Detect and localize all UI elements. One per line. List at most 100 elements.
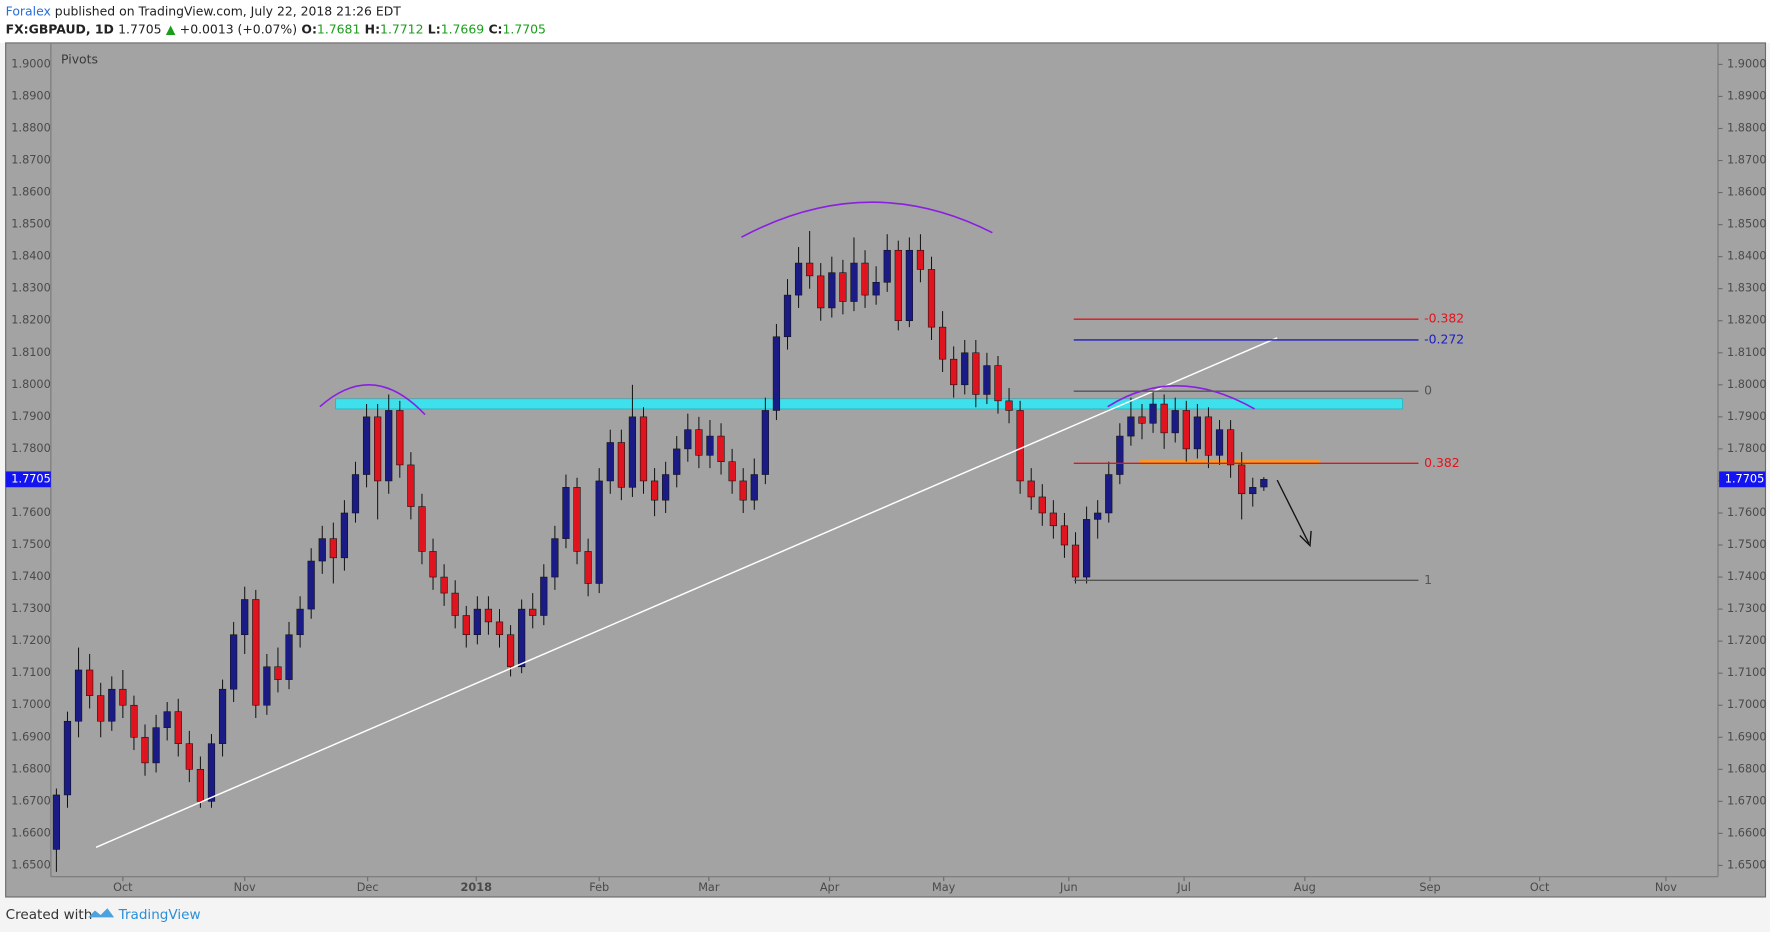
candle-body — [872, 282, 880, 296]
x-tick-label: Oct — [113, 881, 133, 894]
y-tick-label: 1.6600 — [1727, 826, 1766, 839]
candle-body — [573, 487, 581, 552]
candle-body — [230, 634, 238, 690]
up-arrow: ▲ — [166, 21, 176, 36]
candle-body — [63, 720, 72, 796]
x-tick-label: Jun — [1059, 881, 1078, 894]
y-tick-label: 1.8000 — [1727, 378, 1766, 391]
y-tick-label: 1.7600 — [11, 506, 50, 519]
candle-body — [1226, 429, 1235, 466]
candle-body — [407, 464, 415, 507]
y-tick-label: 1.7600 — [1727, 506, 1766, 519]
candle-body — [961, 352, 969, 386]
candle-body — [551, 538, 559, 578]
candle-body — [1049, 512, 1057, 527]
l-key: L: — [428, 21, 441, 36]
brand[interactable]: TradingView — [118, 907, 201, 923]
y-tick-label: 1.8500 — [1727, 218, 1766, 231]
candle-body — [418, 506, 426, 552]
y-tick-label: 1.6900 — [1727, 730, 1766, 743]
projection-arrow — [1276, 479, 1310, 544]
head-arc — [741, 201, 993, 238]
candle-body — [983, 365, 991, 395]
candle-body — [861, 262, 869, 296]
candle-body — [728, 461, 736, 482]
candle-body — [484, 608, 493, 623]
candle-body — [695, 429, 703, 456]
candle-body — [1027, 480, 1035, 498]
y-tick-label: 1.6500 — [11, 858, 50, 871]
candle-body — [1082, 519, 1091, 578]
x-tick-label: Sep — [1419, 881, 1440, 894]
author[interactable]: Foralex — [6, 3, 51, 18]
candle-body — [595, 480, 603, 584]
y-tick-label: 1.7100 — [1727, 666, 1766, 679]
x-tick-label: Mar — [698, 881, 720, 894]
y-tick-label: 1.8500 — [11, 218, 50, 231]
candle-body — [1016, 410, 1024, 482]
y-tick-label: 1.8900 — [11, 89, 50, 102]
last: 1.7705 — [118, 21, 161, 36]
x-tick-label: Aug — [1294, 881, 1316, 894]
candle-body — [374, 416, 382, 482]
resistance-zone — [335, 398, 1404, 410]
x-tick-label: Feb — [589, 881, 609, 894]
x-tick-label: Nov — [1655, 881, 1677, 894]
candle-body — [927, 269, 936, 328]
candle-body — [152, 727, 160, 764]
candle-body — [196, 769, 205, 802]
candle-body — [806, 262, 814, 277]
fib-label: 0 — [1424, 383, 1432, 398]
candle-body — [285, 634, 293, 680]
y-tick-label: 1.8200 — [11, 314, 50, 327]
candle-body — [1149, 403, 1157, 424]
y-tick-label: 1.6700 — [11, 794, 50, 807]
candle-body — [462, 615, 470, 636]
candle-body — [828, 272, 836, 309]
fib-label: 1 — [1424, 572, 1432, 587]
candle-body — [86, 669, 94, 696]
y-tick-label: 1.8700 — [11, 154, 50, 167]
price-tag-label: 1.7705 — [1725, 472, 1764, 485]
candle-body — [263, 666, 271, 706]
y-tick-label: 1.6700 — [1727, 794, 1766, 807]
y-tick-label: 1.8200 — [1727, 314, 1766, 327]
candle-body — [938, 326, 947, 360]
candle-body — [362, 416, 371, 475]
y-tick-label: 1.7800 — [1727, 442, 1766, 455]
x-tick-label: Dec — [357, 881, 379, 894]
y-tick-label: 1.6600 — [11, 826, 50, 839]
candle-body — [329, 538, 337, 559]
y-tick-label: 1.8700 — [1727, 154, 1766, 167]
candle-body — [717, 435, 725, 462]
candle-body — [274, 666, 282, 680]
h-val: 1.7712 — [380, 21, 423, 36]
candle-body — [1005, 400, 1013, 411]
x-tick-label: Jul — [1176, 881, 1191, 894]
candle-body — [905, 249, 913, 322]
candle-body — [1193, 416, 1201, 450]
fib-label: 0.382 — [1424, 455, 1460, 470]
axes: 1.6500 1.6500 1.6600 1.6600 1.6700 1.6700 1.68… — [5, 57, 1767, 894]
candle-body — [74, 669, 83, 722]
indicator-label: Pivots — [61, 51, 98, 66]
candle-body — [794, 262, 803, 296]
x-tick-label: Nov — [234, 881, 256, 894]
y-tick-label: 1.8800 — [1727, 121, 1766, 134]
l-val: 1.7669 — [441, 21, 485, 36]
candle-body — [1215, 429, 1224, 456]
y-tick-label: 1.9000 — [11, 57, 50, 70]
y-tick-label: 1.7500 — [1727, 538, 1766, 551]
candle-body — [850, 262, 858, 302]
y-tick-label: 1.7400 — [1727, 570, 1766, 583]
fib-label: -0.382 — [1424, 311, 1464, 326]
candle-body — [673, 448, 681, 475]
y-tick-label: 1.8000 — [11, 378, 50, 391]
candle-body — [218, 688, 227, 744]
price-tag — [1719, 471, 1766, 488]
candles — [52, 231, 1268, 872]
candle-body — [440, 576, 448, 594]
candle-body — [518, 608, 526, 668]
